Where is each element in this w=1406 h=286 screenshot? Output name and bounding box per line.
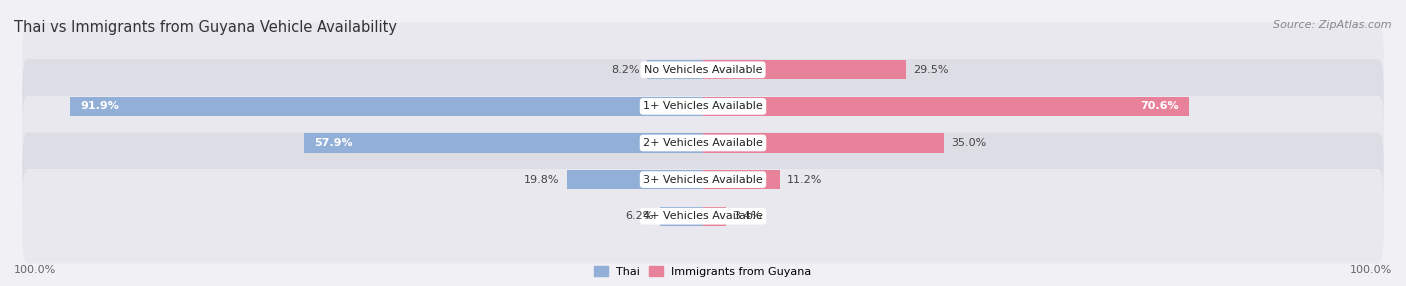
Text: 70.6%: 70.6% xyxy=(1140,102,1180,111)
Text: 8.2%: 8.2% xyxy=(612,65,640,75)
Text: 11.2%: 11.2% xyxy=(787,175,823,184)
Bar xyxy=(703,134,945,152)
Text: 6.2%: 6.2% xyxy=(626,211,654,221)
FancyBboxPatch shape xyxy=(22,96,1384,190)
FancyBboxPatch shape xyxy=(22,132,1384,227)
Bar xyxy=(703,170,780,189)
Text: 3.4%: 3.4% xyxy=(734,211,762,221)
FancyBboxPatch shape xyxy=(22,23,1384,117)
Text: 3+ Vehicles Available: 3+ Vehicles Available xyxy=(643,175,763,184)
Text: 35.0%: 35.0% xyxy=(950,138,986,148)
Text: 100.0%: 100.0% xyxy=(1350,265,1392,275)
Text: 19.8%: 19.8% xyxy=(524,175,560,184)
Bar xyxy=(647,60,703,79)
Text: Source: ZipAtlas.com: Source: ZipAtlas.com xyxy=(1274,20,1392,30)
Text: 2+ Vehicles Available: 2+ Vehicles Available xyxy=(643,138,763,148)
Bar xyxy=(304,134,703,152)
Text: 29.5%: 29.5% xyxy=(912,65,949,75)
FancyBboxPatch shape xyxy=(22,59,1384,154)
Text: 91.9%: 91.9% xyxy=(80,102,120,111)
Bar xyxy=(661,207,703,226)
Bar xyxy=(703,97,1189,116)
Text: 1+ Vehicles Available: 1+ Vehicles Available xyxy=(643,102,763,111)
Text: No Vehicles Available: No Vehicles Available xyxy=(644,65,762,75)
Legend: Thai, Immigrants from Guyana: Thai, Immigrants from Guyana xyxy=(591,263,815,280)
Text: 100.0%: 100.0% xyxy=(14,265,56,275)
Bar xyxy=(70,97,703,116)
Text: 4+ Vehicles Available: 4+ Vehicles Available xyxy=(643,211,763,221)
Bar xyxy=(703,207,727,226)
FancyBboxPatch shape xyxy=(22,169,1384,263)
Text: Thai vs Immigrants from Guyana Vehicle Availability: Thai vs Immigrants from Guyana Vehicle A… xyxy=(14,20,396,35)
Bar xyxy=(703,60,907,79)
Bar xyxy=(567,170,703,189)
Text: 57.9%: 57.9% xyxy=(315,138,353,148)
